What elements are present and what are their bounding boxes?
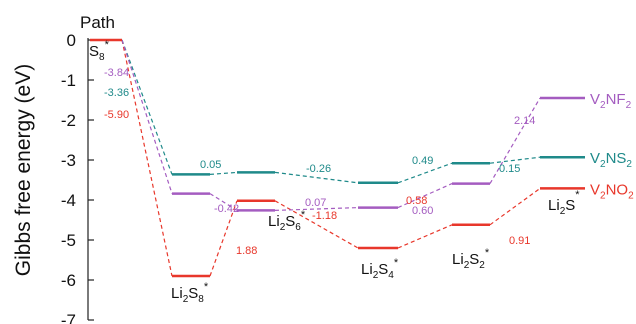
delta-labels: -5.90 1.88 -1.18 0.58 0.91 -3.36 0.05 -0.26 0.49… (104, 67, 535, 257)
connector-V2NS2-4 (489, 156, 541, 164)
delta-label: -5.90 (104, 109, 129, 121)
path-title: Path (80, 13, 115, 32)
connector-lines (121, 39, 541, 277)
y-tick-label: -3 (61, 151, 76, 170)
connector-V2NF2-1 (209, 193, 238, 211)
state-label: Li2S6* (268, 209, 306, 233)
delta-label: 2.14 (514, 115, 535, 127)
connector-V2NO2-1 (209, 200, 238, 277)
delta-label: 0.15 (499, 163, 520, 175)
y-tick-label: -4 (61, 191, 76, 210)
y-tick-label: -6 (61, 271, 76, 290)
delta-label: 0.07 (305, 197, 326, 209)
delta-label: -0.42 (214, 203, 239, 215)
delta-label: -3.84 (104, 67, 129, 79)
delta-label: 1.88 (236, 245, 257, 257)
state-label: S8* (89, 39, 110, 63)
series-labels: V2NO2 V2NS2 V2NF2 (590, 91, 634, 201)
delta-label: 0.58 (406, 195, 427, 207)
connector-V2NO2-0 (121, 39, 173, 277)
delta-label: 0.91 (509, 235, 530, 247)
y-tick-label: -5 (61, 231, 76, 250)
connector-V2NS2-0 (121, 39, 173, 175)
delta-label: 0.49 (412, 155, 433, 167)
delta-label: -3.36 (104, 87, 129, 99)
state-label: Li2S8* (171, 281, 209, 305)
y-tick-label: -7 (61, 311, 76, 324)
connector-V2NS2-3 (397, 162, 453, 184)
connector-V2NF2-0 (121, 39, 173, 194)
delta-label: 0.05 (200, 159, 221, 171)
series-label-V2NF2: V2NF2 (590, 91, 632, 111)
series-label-V2NO2: V2NO2 (590, 181, 634, 201)
delta-label: -0.26 (306, 163, 331, 175)
connector-V2NO2-3 (397, 224, 453, 249)
y-axis-label: Gibbs free energy (eV) (12, 64, 35, 276)
axes: 0 -1 -2 -3 -4 -5 -6 -7 (61, 31, 94, 324)
connector-V2NF2-3 (397, 183, 453, 209)
delta-label: 0.60 (412, 205, 433, 217)
delta-label: -1.18 (312, 210, 337, 222)
connector-V2NO2-2 (274, 200, 359, 249)
y-tick-label: 0 (67, 31, 76, 50)
y-tick-label: -1 (61, 71, 76, 90)
connector-V2NO2-4 (489, 187, 541, 226)
state-label: Li2S4* (361, 257, 399, 281)
state-label: Li2S* (548, 189, 580, 217)
energy-levels (90, 38, 585, 278)
connector-V2NF2-4 (489, 97, 541, 184)
connector-V2NS2-1 (209, 171, 238, 175)
state-label: Li2S2* (452, 247, 490, 271)
y-tick-label: -2 (61, 111, 76, 130)
state-labels: S8* Li2S8* Li2S6* Li2S4* Li2S2* Li2S* (89, 39, 580, 305)
series-label-V2NS2: V2NS2 (590, 150, 632, 170)
